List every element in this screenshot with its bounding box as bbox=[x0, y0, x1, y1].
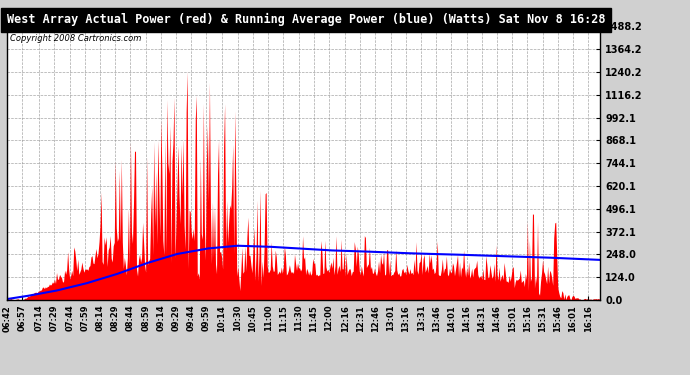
Text: Copyright 2008 Cartronics.com: Copyright 2008 Cartronics.com bbox=[10, 34, 141, 44]
Text: West Array Actual Power (red) & Running Average Power (blue) (Watts) Sat Nov 8 1: West Array Actual Power (red) & Running … bbox=[7, 13, 605, 26]
